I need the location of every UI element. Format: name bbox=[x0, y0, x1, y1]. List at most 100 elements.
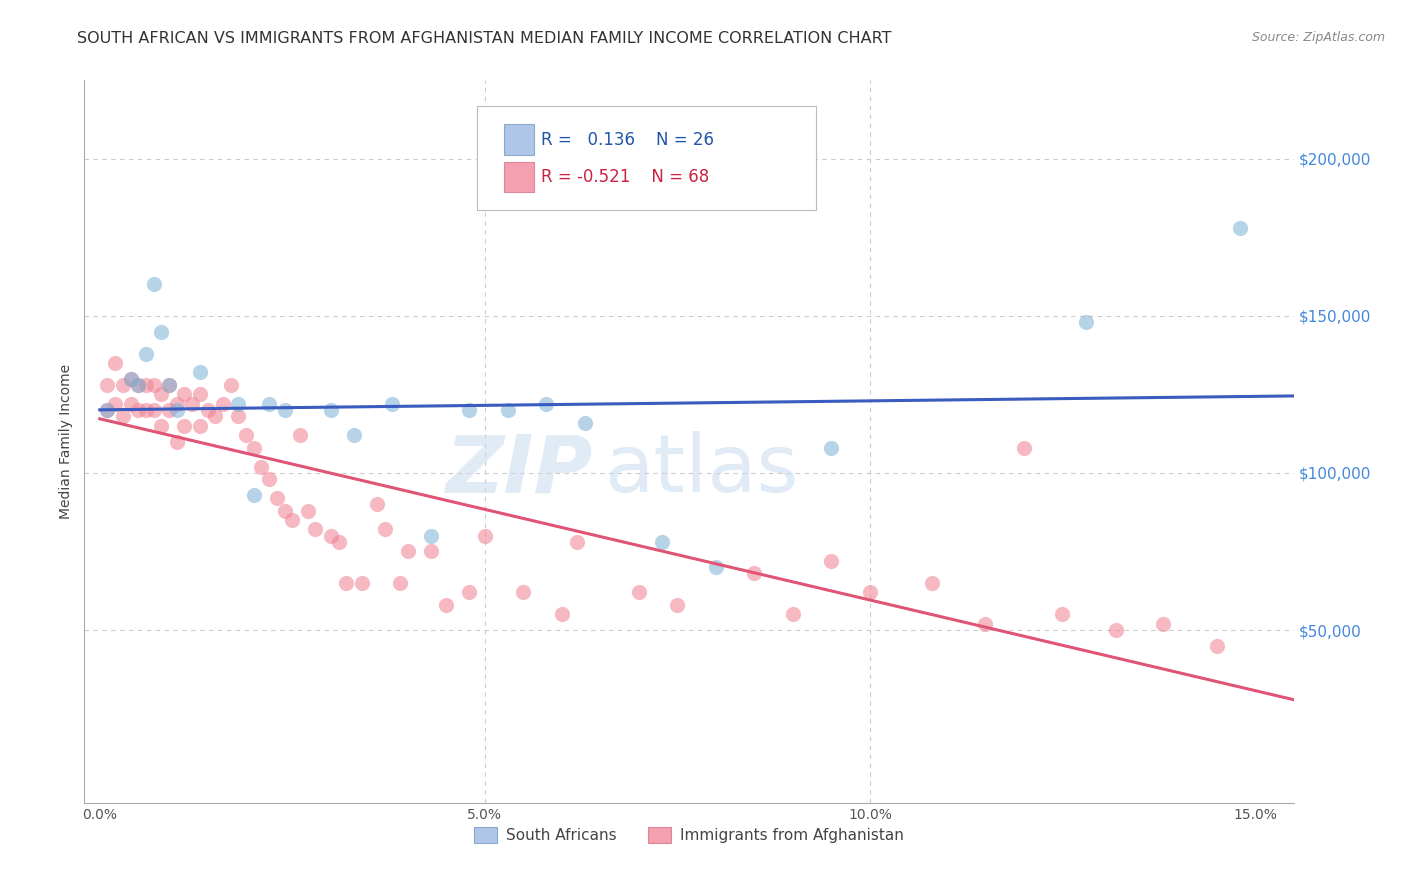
Point bbox=[1152, 616, 1174, 631]
Point bbox=[127, 378, 149, 392]
Point bbox=[120, 397, 142, 411]
Point bbox=[328, 535, 350, 549]
Point bbox=[744, 566, 766, 581]
Point bbox=[551, 607, 574, 622]
Point bbox=[419, 544, 441, 558]
Point bbox=[782, 607, 804, 622]
Point bbox=[228, 397, 250, 411]
Point bbox=[181, 397, 204, 411]
Point bbox=[1105, 623, 1128, 637]
Point bbox=[104, 397, 127, 411]
Point bbox=[150, 325, 173, 339]
Point bbox=[111, 378, 134, 392]
Point bbox=[651, 535, 673, 549]
Text: SOUTH AFRICAN VS IMMIGRANTS FROM AFGHANISTAN MEDIAN FAMILY INCOME CORRELATION CH: SOUTH AFRICAN VS IMMIGRANTS FROM AFGHANI… bbox=[77, 31, 891, 46]
Point bbox=[166, 434, 188, 449]
Point bbox=[536, 397, 558, 411]
Point bbox=[567, 535, 589, 549]
Text: R =   0.136    N = 26: R = 0.136 N = 26 bbox=[541, 130, 714, 149]
Point bbox=[304, 523, 326, 537]
Text: atlas: atlas bbox=[605, 432, 799, 509]
Point bbox=[974, 616, 997, 631]
Point bbox=[120, 372, 142, 386]
Point bbox=[1205, 639, 1227, 653]
Point bbox=[458, 585, 481, 599]
Point bbox=[266, 491, 288, 505]
Legend: South Africans, Immigrants from Afghanistan: South Africans, Immigrants from Afghanis… bbox=[468, 822, 910, 849]
Point bbox=[173, 418, 195, 433]
Point bbox=[104, 356, 127, 370]
Y-axis label: Median Family Income: Median Family Income bbox=[59, 364, 73, 519]
Point bbox=[257, 397, 280, 411]
Point bbox=[257, 472, 280, 486]
Point bbox=[820, 554, 842, 568]
Point bbox=[474, 529, 496, 543]
FancyBboxPatch shape bbox=[478, 105, 815, 211]
Point bbox=[574, 416, 596, 430]
Point bbox=[142, 403, 165, 417]
Point bbox=[142, 277, 165, 292]
Point bbox=[627, 585, 650, 599]
Point bbox=[243, 488, 266, 502]
Point bbox=[288, 428, 311, 442]
Point bbox=[343, 428, 366, 442]
Text: R = -0.521    N = 68: R = -0.521 N = 68 bbox=[541, 168, 710, 186]
Point bbox=[820, 441, 842, 455]
Point bbox=[1012, 441, 1035, 455]
Point bbox=[235, 428, 257, 442]
Point bbox=[921, 575, 943, 590]
Point bbox=[157, 378, 180, 392]
Point bbox=[120, 372, 142, 386]
Point bbox=[281, 513, 304, 527]
Point bbox=[374, 523, 396, 537]
Point bbox=[188, 387, 211, 401]
Point bbox=[111, 409, 134, 424]
Point bbox=[1074, 315, 1097, 329]
Point bbox=[127, 403, 149, 417]
Point bbox=[96, 378, 118, 392]
Point bbox=[243, 441, 266, 455]
Point bbox=[434, 598, 457, 612]
Point bbox=[150, 387, 173, 401]
Point bbox=[96, 403, 118, 417]
Bar bbox=[503, 124, 534, 154]
Point bbox=[496, 403, 519, 417]
Point bbox=[135, 378, 157, 392]
Point bbox=[335, 575, 357, 590]
Point bbox=[166, 403, 188, 417]
Point bbox=[142, 378, 165, 392]
Point bbox=[173, 387, 195, 401]
Point bbox=[188, 418, 211, 433]
Bar bbox=[503, 162, 534, 193]
Point bbox=[366, 497, 388, 511]
Point bbox=[188, 366, 211, 380]
Point bbox=[297, 503, 319, 517]
Point bbox=[219, 378, 242, 392]
Point bbox=[389, 575, 412, 590]
Point bbox=[1229, 221, 1251, 235]
Point bbox=[150, 418, 173, 433]
Point bbox=[250, 459, 273, 474]
Point bbox=[135, 403, 157, 417]
Point bbox=[666, 598, 689, 612]
Point bbox=[350, 575, 373, 590]
Point bbox=[859, 585, 882, 599]
Point bbox=[396, 544, 419, 558]
Point bbox=[273, 503, 295, 517]
Point bbox=[512, 585, 534, 599]
Point bbox=[458, 403, 481, 417]
Point bbox=[135, 346, 157, 360]
Point bbox=[96, 403, 118, 417]
Point bbox=[273, 403, 295, 417]
Text: Source: ZipAtlas.com: Source: ZipAtlas.com bbox=[1251, 31, 1385, 45]
Point bbox=[228, 409, 250, 424]
Point bbox=[704, 560, 727, 574]
Point bbox=[157, 403, 180, 417]
Point bbox=[319, 403, 342, 417]
Point bbox=[157, 378, 180, 392]
Point bbox=[127, 378, 149, 392]
Point bbox=[166, 397, 188, 411]
Point bbox=[381, 397, 404, 411]
Point bbox=[319, 529, 342, 543]
Point bbox=[419, 529, 441, 543]
